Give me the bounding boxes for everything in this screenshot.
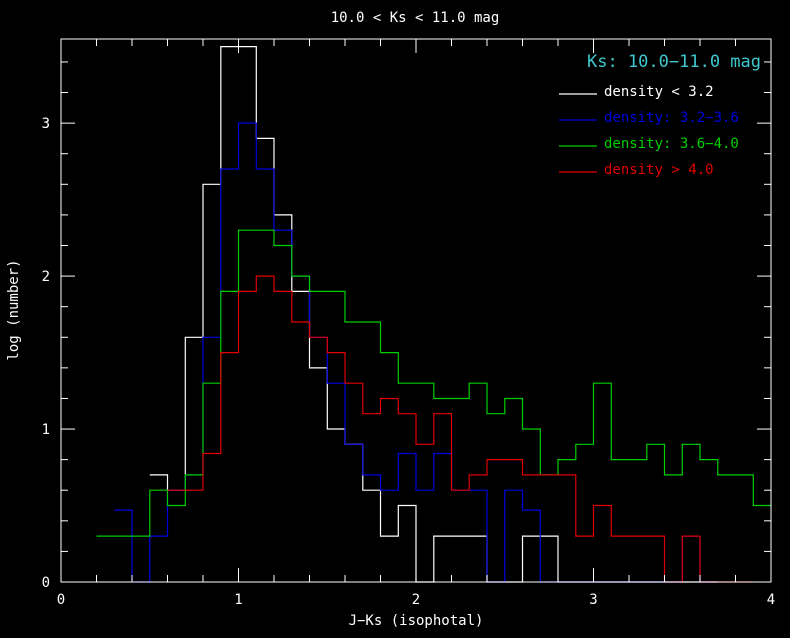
x-tick-label: 2 <box>412 592 420 608</box>
legend-label-4: density > 4.0 <box>604 162 714 178</box>
legend-label-1: density < 3.2 <box>604 84 714 100</box>
x-tick-label: 0 <box>57 592 65 608</box>
chart-title: 10.0 < Ks < 11.0 mag <box>331 10 500 26</box>
series-layer <box>96 46 771 583</box>
legend: Ks: 10.0−11.0 mag density < 3.2 density: … <box>559 52 761 178</box>
y-tick-label: 3 <box>42 116 50 132</box>
ticks-layer: 0 1 2 3 4 0 1 2 3 <box>42 39 775 608</box>
y-tick-label: 1 <box>42 422 50 438</box>
x-axis-label: J−Ks (isophotal) <box>349 613 484 629</box>
legend-label-3: density: 3.6−4.0 <box>604 136 739 152</box>
series-4-step-line <box>167 275 754 583</box>
legend-label-2: density: 3.2−3.6 <box>604 110 739 126</box>
x-tick-label: 4 <box>767 592 775 608</box>
y-tick-label: 0 <box>42 575 50 591</box>
legend-title: Ks: 10.0−11.0 mag <box>587 52 761 72</box>
y-axis-label: log (number) <box>6 259 22 360</box>
y-tick-label: 2 <box>42 269 50 285</box>
x-tick-label: 1 <box>234 592 242 608</box>
x-tick-label: 3 <box>589 592 597 608</box>
